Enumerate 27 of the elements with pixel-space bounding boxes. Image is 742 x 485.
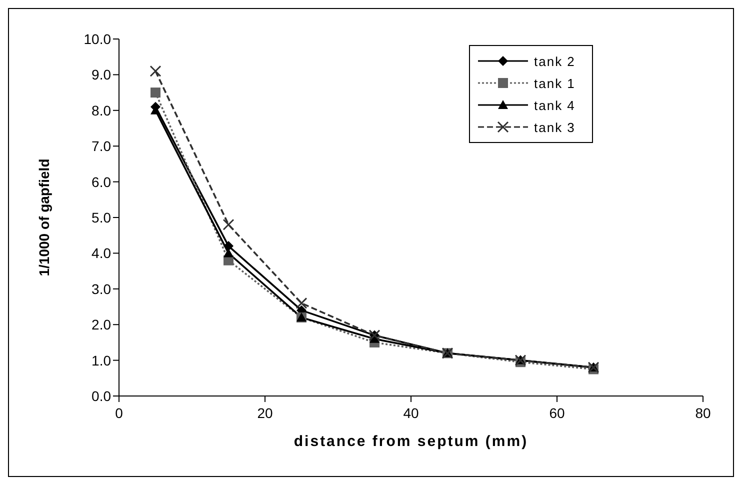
y-tick-label: 6.0 bbox=[92, 174, 112, 190]
point bbox=[150, 65, 162, 77]
legend-label: tank 3 bbox=[534, 120, 576, 134]
y-tick-label: 4.0 bbox=[92, 245, 112, 262]
point bbox=[222, 218, 234, 230]
legend-label: tank 1 bbox=[534, 76, 576, 90]
x-tick-label: 80 bbox=[695, 405, 711, 421]
y-tick-label: 8.0 bbox=[92, 102, 112, 118]
point bbox=[296, 297, 308, 309]
point bbox=[150, 88, 160, 98]
y-tick-label: 9.0 bbox=[92, 66, 112, 83]
x-tick-label: 0 bbox=[115, 405, 124, 421]
y-tick-label: 5.0 bbox=[92, 209, 112, 226]
x-axis-title: distance from septum (mm) bbox=[294, 433, 528, 450]
y-tick-label: 3.0 bbox=[92, 280, 112, 297]
y-tick-label: 10.0 bbox=[84, 30, 112, 47]
legend-label: tank 4 bbox=[534, 98, 576, 112]
y-tick-label: 1.0 bbox=[92, 352, 112, 368]
y-tick-label: 0.0 bbox=[92, 388, 112, 404]
x-tick-label: 40 bbox=[403, 405, 419, 421]
y-tick-label: 7.0 bbox=[92, 138, 112, 154]
legend-label: tank 2 bbox=[534, 54, 576, 68]
y-tick-label: 2.0 bbox=[92, 316, 112, 333]
y-axis-title: 1/1000 of gapfield bbox=[36, 158, 52, 276]
x-tick-label: 60 bbox=[549, 405, 565, 421]
point bbox=[224, 241, 234, 252]
x-tick-label: 20 bbox=[257, 405, 273, 421]
